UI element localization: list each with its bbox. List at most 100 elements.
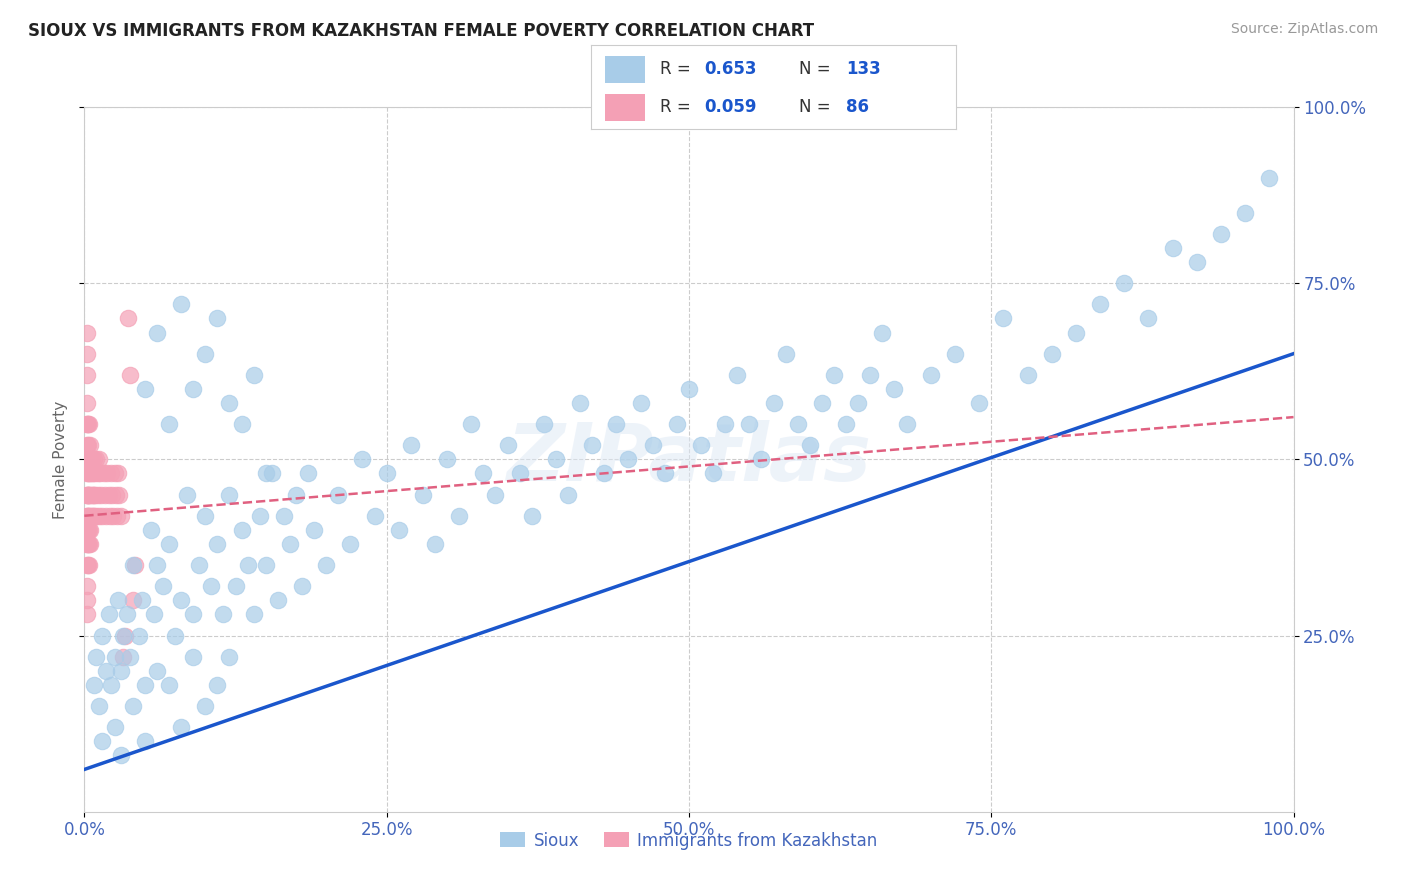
Point [212, 607, 235, 622]
Point [131, 593, 153, 607]
Point [146, 326, 169, 340]
Point [77, 487, 100, 501]
Point [872, 326, 894, 340]
Point [557, 487, 579, 501]
Text: ZIPatlas: ZIPatlas [506, 420, 872, 499]
Point [896, 417, 918, 431]
Point [89, 467, 111, 481]
Point [181, 607, 204, 622]
Point [79, 438, 101, 452]
Y-axis label: Female Poverty: Female Poverty [53, 401, 69, 518]
Point [194, 699, 217, 714]
Point [82, 508, 104, 523]
Point [77, 558, 100, 573]
Point [388, 523, 411, 537]
Point [165, 628, 187, 642]
Point [77, 523, 100, 537]
Point [76, 607, 98, 622]
Point [115, 607, 138, 622]
Point [1161, 241, 1184, 255]
Point [569, 396, 592, 410]
Point [121, 699, 143, 714]
Point [1040, 346, 1063, 360]
Point [194, 508, 217, 523]
Point [86, 452, 108, 467]
Point [97, 607, 120, 622]
Point [157, 678, 180, 692]
Point [76, 508, 98, 523]
Point [91, 628, 114, 642]
Point [665, 417, 688, 431]
Point [242, 607, 264, 622]
Point [920, 368, 942, 382]
Point [100, 467, 122, 481]
Point [100, 678, 122, 692]
Point [76, 537, 98, 551]
Point [328, 487, 350, 501]
Point [352, 452, 374, 467]
Point [231, 417, 253, 431]
Point [738, 417, 761, 431]
Point [207, 537, 229, 551]
Point [110, 508, 132, 523]
Point [76, 593, 98, 607]
Point [98, 508, 121, 523]
Point [104, 649, 127, 664]
Point [128, 628, 150, 642]
Text: Source: ZipAtlas.com: Source: ZipAtlas.com [1230, 22, 1378, 37]
Point [786, 417, 808, 431]
Point [339, 537, 361, 551]
Point [1185, 255, 1208, 269]
Point [143, 607, 166, 622]
Point [207, 311, 229, 326]
Point [94, 508, 117, 523]
Point [120, 368, 142, 382]
Point [1258, 170, 1281, 185]
Point [87, 699, 110, 714]
Point [134, 678, 156, 692]
Point [91, 508, 114, 523]
Point [1209, 227, 1232, 241]
Point [799, 438, 821, 452]
Point [641, 438, 664, 452]
Point [859, 368, 882, 382]
Point [139, 523, 162, 537]
Point [823, 368, 845, 382]
Point [76, 579, 98, 593]
Point [846, 396, 869, 410]
Point [83, 508, 105, 523]
Point [83, 452, 105, 467]
Point [76, 368, 98, 382]
Point [76, 417, 98, 431]
Text: R =: R = [659, 98, 696, 116]
Point [702, 467, 724, 481]
Point [484, 487, 506, 501]
Point [883, 382, 905, 396]
Point [108, 487, 131, 501]
Point [76, 523, 98, 537]
Point [152, 579, 174, 593]
Point [77, 487, 100, 501]
Point [86, 508, 108, 523]
Point [170, 720, 193, 734]
Point [170, 297, 193, 311]
Point [157, 417, 180, 431]
Point [134, 734, 156, 748]
Point [105, 508, 128, 523]
Text: 133: 133 [846, 60, 882, 78]
Point [117, 311, 139, 326]
Point [82, 487, 104, 501]
Point [775, 346, 797, 360]
Point [112, 649, 135, 664]
Point [83, 678, 105, 692]
Point [76, 487, 98, 501]
Point [218, 396, 240, 410]
Point [363, 508, 385, 523]
Point [194, 346, 217, 360]
Point [77, 467, 100, 481]
Point [1137, 311, 1160, 326]
Point [103, 508, 125, 523]
Point [77, 508, 100, 523]
Point [254, 467, 277, 481]
Point [93, 467, 115, 481]
